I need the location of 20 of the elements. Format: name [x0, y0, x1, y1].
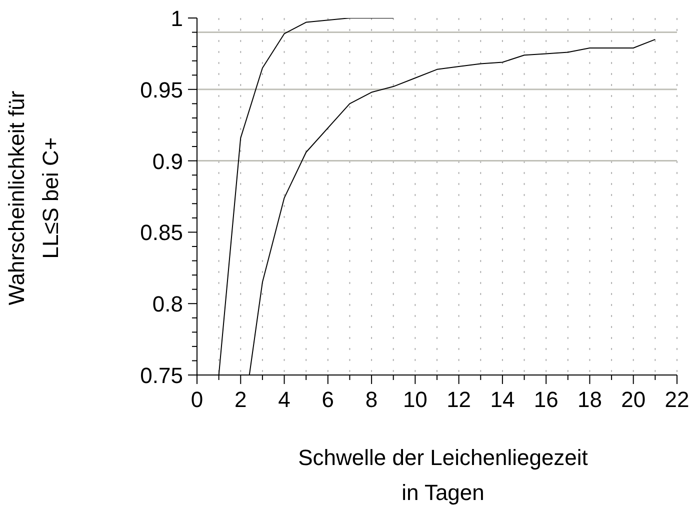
y-tick-label: 0.75: [140, 363, 183, 388]
x-tick-label: 18: [577, 387, 602, 412]
x-axis-title: Schwelle der Leichenliegezeit in Tagen: [297, 444, 589, 507]
x-tick-label: 12: [446, 387, 472, 412]
y-axis-title: Wahrscheinlichkeit für LL≤S bei C+: [3, 90, 64, 308]
y-tick-label: 0.85: [140, 220, 183, 246]
x-tick-label: 20: [621, 387, 646, 412]
x-tick-label: 14: [490, 387, 515, 412]
x-tick-label: 10: [402, 387, 428, 412]
y-tick-label: 1: [170, 6, 183, 31]
x-tick-label: 4: [278, 387, 290, 412]
y-tick-label: 0.95: [140, 77, 183, 102]
y-tick-label: 0.8: [152, 292, 183, 317]
y-tick-label: 0.9: [152, 148, 183, 174]
x-tick-label: 22: [664, 387, 690, 412]
x-tick-label: 16: [534, 387, 558, 412]
x-tick-label: 8: [365, 387, 378, 412]
x-tick-label: 2: [234, 387, 247, 412]
x-tick-label: 6: [322, 387, 334, 412]
x-tick-label: 0: [190, 387, 204, 412]
